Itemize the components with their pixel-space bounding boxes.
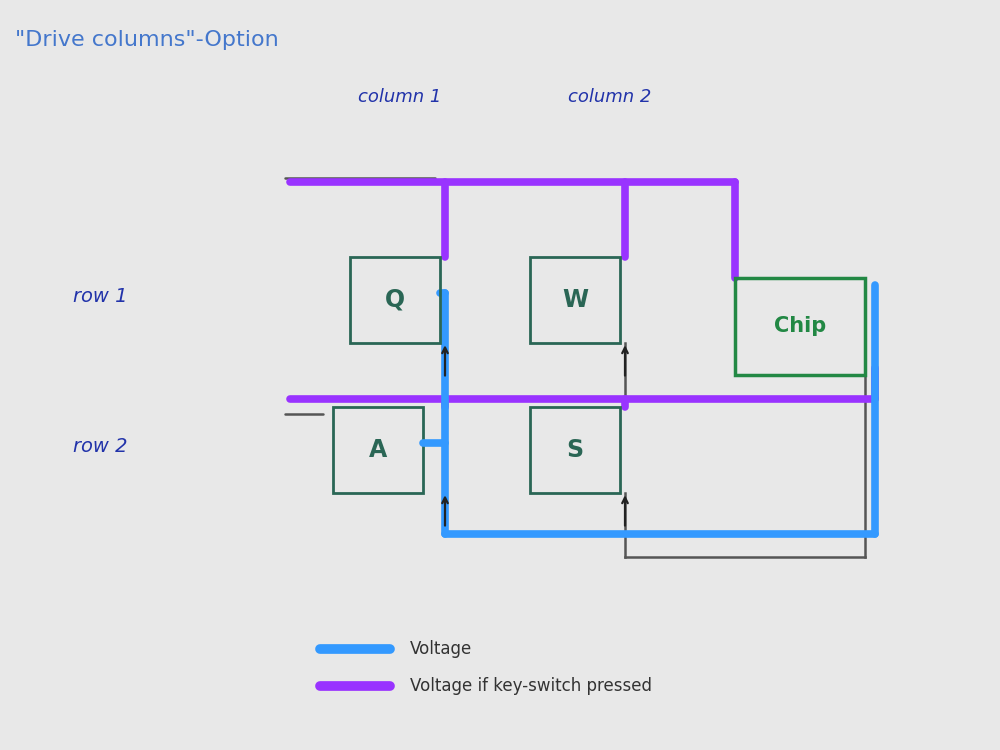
Bar: [735, 278, 865, 375]
Text: column 1: column 1: [358, 88, 442, 106]
Text: A: A: [369, 438, 387, 462]
Text: column 2: column 2: [568, 88, 652, 106]
Text: row 2: row 2: [73, 436, 127, 456]
Text: W: W: [562, 288, 588, 312]
Bar: [530, 256, 620, 344]
Text: S: S: [566, 438, 584, 462]
Text: row 1: row 1: [73, 286, 127, 306]
Text: Voltage if key-switch pressed: Voltage if key-switch pressed: [410, 677, 652, 695]
Bar: [530, 406, 620, 494]
Text: Chip: Chip: [774, 316, 826, 336]
Text: Voltage: Voltage: [410, 640, 472, 658]
Text: Q: Q: [385, 288, 405, 312]
Bar: [333, 406, 423, 494]
Text: "Drive columns"-Option: "Drive columns"-Option: [15, 30, 279, 50]
Bar: [350, 256, 440, 344]
